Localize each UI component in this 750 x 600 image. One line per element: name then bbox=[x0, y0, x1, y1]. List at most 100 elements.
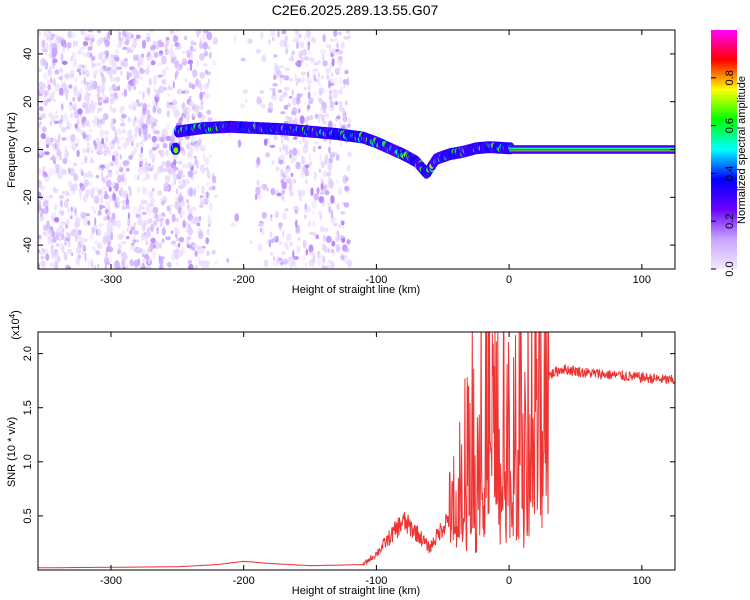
noise-speckle bbox=[278, 222, 283, 230]
noise-speckle bbox=[346, 259, 353, 268]
noise-speckle bbox=[109, 142, 112, 146]
noise-speckle bbox=[159, 136, 164, 143]
noise-speckle bbox=[75, 143, 78, 148]
noise-speckle bbox=[198, 216, 202, 222]
noise-speckle bbox=[328, 146, 331, 154]
noise-speckle bbox=[161, 227, 166, 236]
noise-speckle bbox=[330, 209, 334, 219]
noise-speckle bbox=[211, 185, 216, 191]
noise-speckle bbox=[133, 236, 136, 245]
snr-multiplier-exp: 4 bbox=[8, 313, 17, 318]
noise-speckle bbox=[103, 149, 108, 157]
noise-speckle bbox=[116, 196, 120, 204]
noise-speckle bbox=[42, 231, 47, 236]
noise-speckle bbox=[203, 63, 208, 67]
noise-speckle bbox=[186, 199, 189, 204]
noise-speckle bbox=[302, 239, 306, 249]
noise-speckle bbox=[247, 38, 253, 44]
noise-speckle bbox=[51, 229, 55, 238]
noise-speckle bbox=[135, 99, 140, 103]
carrier-peak bbox=[509, 149, 675, 151]
noise-speckle bbox=[110, 231, 114, 241]
noise-speckle bbox=[65, 72, 71, 81]
noise-speckle bbox=[120, 241, 127, 245]
noise-speckle bbox=[205, 71, 211, 76]
noise-speckle bbox=[280, 179, 285, 184]
noise-speckle bbox=[297, 237, 301, 241]
noise-speckle bbox=[141, 211, 148, 216]
noise-speckle bbox=[170, 57, 176, 64]
noise-speckle bbox=[153, 74, 158, 80]
noise-speckle bbox=[291, 38, 297, 42]
noise-speckle bbox=[330, 195, 335, 204]
colorbar-tick-label: 0.2 bbox=[724, 214, 736, 229]
noise-speckle bbox=[329, 82, 335, 87]
noise-speckle bbox=[256, 179, 260, 186]
noise-speckle bbox=[188, 82, 192, 89]
noise-speckle bbox=[308, 51, 312, 55]
noise-speckle bbox=[202, 41, 209, 51]
noise-speckle bbox=[298, 194, 303, 202]
noise-speckle bbox=[105, 174, 109, 180]
noise-speckle bbox=[144, 129, 148, 135]
noise-speckle bbox=[159, 263, 164, 269]
noise-speckle bbox=[145, 36, 151, 43]
noise-speckle bbox=[319, 225, 326, 233]
noise-speckle bbox=[121, 91, 124, 97]
noise-speckle bbox=[40, 113, 47, 119]
noise-speckle bbox=[52, 251, 58, 256]
noise-speckle bbox=[54, 34, 58, 39]
noise-speckle bbox=[62, 227, 65, 234]
noise-speckle bbox=[139, 56, 144, 66]
y-tick-label: 1.5 bbox=[22, 400, 34, 415]
noise-speckle bbox=[187, 259, 193, 265]
noise-speckle bbox=[83, 238, 88, 242]
noise-speckle bbox=[110, 53, 114, 59]
noise-speckle bbox=[70, 206, 73, 213]
noise-speckle bbox=[206, 109, 212, 115]
noise-speckle bbox=[123, 88, 128, 97]
noise-speckle bbox=[184, 89, 189, 95]
noise-speckle bbox=[256, 156, 261, 166]
noise-speckle bbox=[259, 184, 265, 189]
noise-speckle bbox=[202, 30, 209, 34]
noise-speckle bbox=[38, 141, 41, 148]
y-tick-label: 40 bbox=[22, 48, 34, 60]
noise-speckle bbox=[346, 164, 351, 172]
noise-speckle bbox=[325, 67, 331, 75]
snr-x-ticks: -300 -200 -100 0 100 bbox=[100, 332, 651, 587]
noise-speckle bbox=[134, 173, 137, 182]
noise-speckle bbox=[270, 214, 273, 219]
noise-speckle bbox=[281, 194, 285, 202]
noise-speckle bbox=[178, 136, 184, 142]
noise-speckle bbox=[64, 255, 68, 261]
noise-speckle bbox=[91, 60, 94, 70]
noise-speckle bbox=[299, 115, 305, 124]
noise-speckle bbox=[313, 171, 318, 181]
noise-speckle bbox=[167, 86, 173, 91]
noise-speckle bbox=[183, 35, 188, 41]
noise-speckle bbox=[124, 160, 130, 166]
noise-speckle bbox=[117, 249, 122, 255]
noise-speckle bbox=[148, 202, 154, 207]
noise-speckle bbox=[151, 135, 157, 143]
noise-speckle bbox=[42, 165, 46, 171]
colorbar-label: Normalized spectral amplitude bbox=[736, 76, 748, 224]
noise-speckle bbox=[162, 68, 166, 77]
noise-speckle bbox=[104, 231, 107, 237]
noise-speckle bbox=[338, 187, 343, 196]
noise-speckle bbox=[137, 59, 141, 68]
noise-speckle bbox=[161, 212, 165, 217]
noise-speckle bbox=[127, 116, 131, 123]
noise-speckle bbox=[188, 263, 194, 269]
noise-speckle bbox=[138, 75, 144, 81]
noise-speckle bbox=[140, 178, 147, 183]
noise-speckle bbox=[272, 88, 276, 97]
noise-speckle bbox=[99, 36, 104, 44]
noise-speckle bbox=[119, 153, 123, 160]
noise-speckle bbox=[93, 120, 97, 128]
noise-speckle bbox=[61, 190, 66, 195]
noise-speckle bbox=[117, 85, 121, 91]
noise-speckle bbox=[207, 223, 211, 228]
noise-speckle bbox=[91, 55, 96, 61]
